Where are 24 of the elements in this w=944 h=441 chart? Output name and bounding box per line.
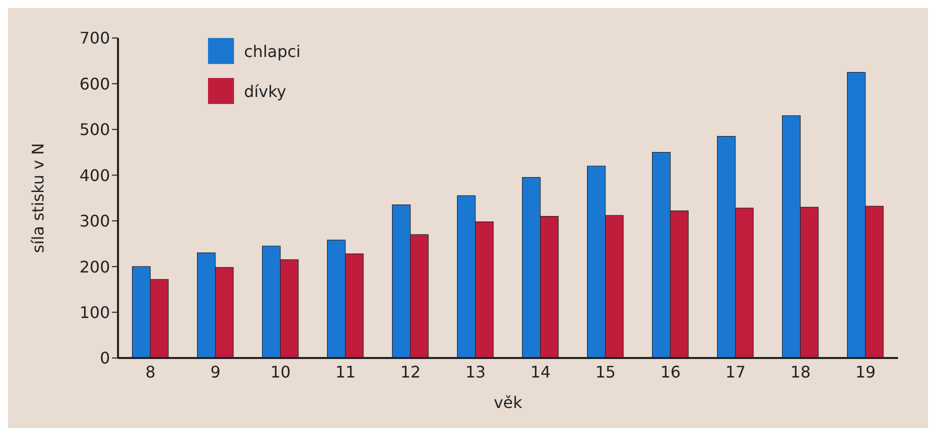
y-tick-label: 400 <box>79 166 110 185</box>
y-tick-label: 300 <box>79 212 110 231</box>
y-tick-label: 700 <box>79 28 110 48</box>
x-tick-label: 14 <box>530 362 551 382</box>
x-axis-title: věk <box>494 393 524 412</box>
x-tick-label: 10 <box>270 362 291 382</box>
x-tick-label: 12 <box>400 362 421 382</box>
x-tick-label: 19 <box>855 362 876 382</box>
legend-label: chlapci <box>244 42 301 60</box>
x-tick-label: 13 <box>465 362 486 382</box>
x-tick-label: 9 <box>210 362 221 382</box>
y-tick-label: 600 <box>79 74 110 94</box>
x-tick-label: 11 <box>335 362 356 382</box>
y-tick-label: 100 <box>79 302 110 322</box>
x-tick-label: 16 <box>660 362 681 382</box>
x-tick-label: 18 <box>790 362 811 382</box>
y-tick-label: 500 <box>79 120 110 140</box>
y-tick-label: 200 <box>79 257 110 276</box>
y-tick-label: 0 <box>100 348 110 368</box>
x-tick-label: 8 <box>145 362 156 382</box>
legend-label: dívky <box>244 82 286 100</box>
y-axis-title: síla stisku v N <box>28 142 48 254</box>
x-tick-label: 17 <box>725 362 746 382</box>
x-tick-label: 15 <box>595 362 616 382</box>
